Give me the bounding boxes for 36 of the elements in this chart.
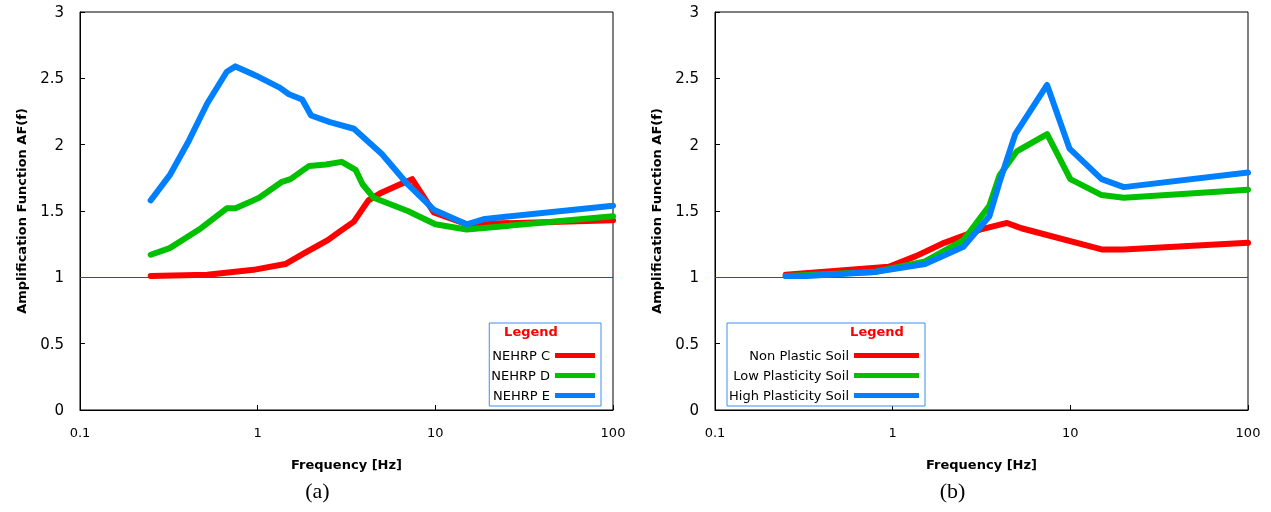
x-tick-label: 0.1 [704,425,726,440]
y-tick-label: 1 [689,268,699,287]
y-tick-label: 1 [54,268,64,287]
y-axis-title: Amplification Function AF(f) [649,108,664,314]
legend-label: NEHRP E [493,388,550,403]
y-tick-label: 0.5 [40,334,64,353]
y-tick-label: 0 [54,401,64,419]
legend-label: NEHRP D [491,368,550,383]
x-tick-label: 100 [600,425,626,440]
x-tick-label: 1 [888,425,897,440]
text: (a) [304,478,331,505]
x-tick-label: 1 [253,425,262,440]
y-tick-label: 2 [689,135,699,154]
legend-label: Non Plastic Soil [749,348,850,363]
x-axis-title: Frequency [Hz] [926,457,1037,472]
legend-label: NEHRP C [492,348,550,363]
x-tick-label: 0.1 [69,425,91,440]
legend-label: High Plasticity Soil [728,388,850,403]
x-tick-label: 100 [1235,425,1261,440]
y-tick-label: 3 [689,3,699,21]
y-tick-label: 2.5 [675,69,699,88]
legend-label: Low Plasticity Soil [733,368,850,383]
text: (b) [938,478,967,505]
y-tick-label: 2 [54,135,64,154]
y-tick-label: 2.5 [40,69,64,88]
y-tick-label: 0 [689,401,699,419]
legend-title: Legend [850,324,904,339]
x-tick-label: 10 [1062,425,1079,440]
y-tick-label: 1.5 [40,202,64,220]
y-tick-label: 1.5 [675,202,699,220]
y-tick-label: 0.5 [675,334,699,353]
x-tick-label: 10 [427,425,444,440]
y-axis-title: Amplification Function AF(f) [14,108,29,314]
legend-title: Legend [504,324,558,339]
y-tick-label: 3 [54,3,64,21]
x-axis-title: Frequency [Hz] [291,457,402,472]
